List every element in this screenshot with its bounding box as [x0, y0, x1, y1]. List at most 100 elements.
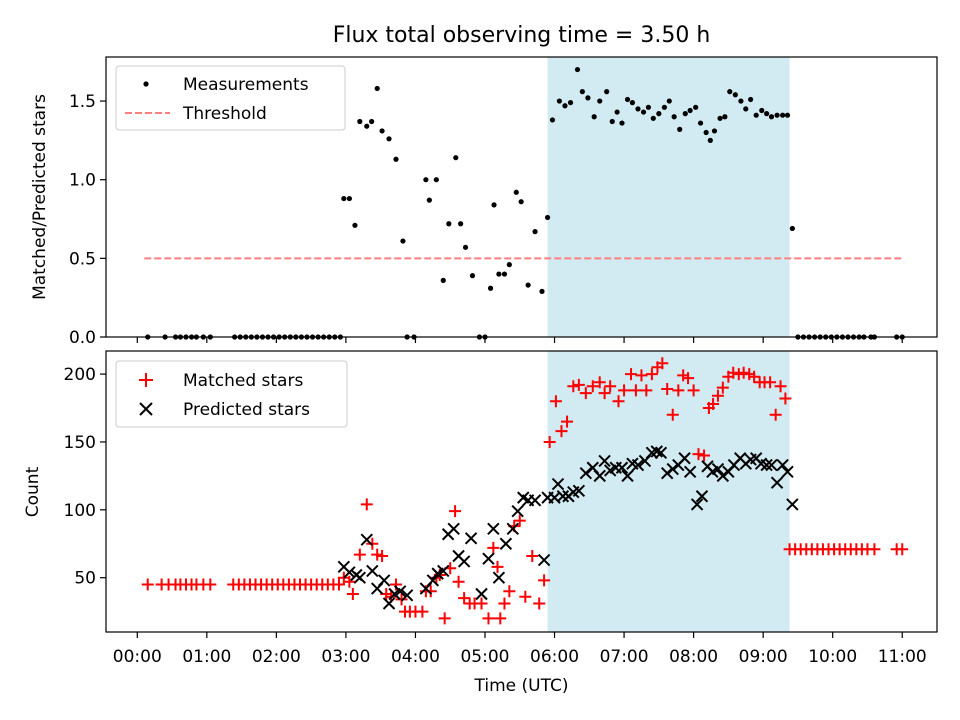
- measurement-point: [357, 118, 363, 125]
- x-tick-label: 04:00: [391, 647, 440, 667]
- matched-stars-point: [629, 384, 642, 397]
- measurement-point: [677, 126, 683, 132]
- predicted-stars-point: [654, 446, 668, 460]
- measurement-point: [697, 120, 704, 126]
- observing-window-span: [547, 351, 790, 632]
- measurement-point: [458, 221, 464, 227]
- matched-stars-point: [779, 392, 792, 405]
- x-tick-label: 07:00: [600, 647, 649, 667]
- matched-stars-point: [376, 549, 389, 562]
- legend-predicted-label: Predicted stars: [183, 400, 310, 420]
- predicted-stars-point: [353, 571, 367, 584]
- measurement-point: [591, 114, 597, 120]
- matched-stars-point: [332, 578, 345, 591]
- measurement-point: [707, 137, 713, 143]
- ratio-axis-ylabel: Matched/Predicted stars: [30, 94, 50, 300]
- predicted-stars-point: [382, 597, 396, 610]
- matched-stars-point: [625, 368, 638, 381]
- predicted-stars-point: [716, 469, 730, 483]
- x-tick-label: 01:00: [182, 647, 231, 667]
- matched-stars-point: [572, 378, 585, 391]
- matched-stars-point: [204, 578, 217, 591]
- y-tick-label: 0.0: [69, 328, 96, 348]
- ratio-legend-box: [115, 65, 346, 131]
- measurement-point: [462, 244, 469, 250]
- matched-stars-point: [727, 366, 740, 379]
- x-tick-label: 03:00: [321, 647, 370, 667]
- measurement-point: [768, 114, 775, 120]
- x-axis-label: Time (UTC): [474, 676, 569, 696]
- y-tick-label: 150: [64, 433, 96, 453]
- measurement-point: [753, 112, 759, 118]
- ratio-axes-frame: [105, 56, 938, 338]
- measurement-point: [386, 136, 392, 142]
- matched-stars-point: [579, 387, 592, 400]
- predicted-stars-point: [343, 566, 356, 579]
- measurement-point: [687, 107, 693, 114]
- predicted-stars-point: [537, 553, 551, 567]
- matched-stars-point: [543, 435, 556, 448]
- predicted-stars-point: [711, 462, 725, 476]
- matched-stars-point: [452, 575, 465, 588]
- matched-stars-point: [769, 408, 782, 421]
- count-axis-ylabel: Count: [23, 466, 43, 517]
- x-tick-label: 08:00: [669, 647, 718, 667]
- matched-stars-point: [711, 389, 724, 402]
- predicted-stars-point: [683, 465, 697, 479]
- count-legend: Matched stars Predicted stars: [115, 360, 348, 428]
- matched-stars-point: [593, 376, 606, 389]
- matched-stars-point: [498, 597, 511, 610]
- matched-stars-point: [716, 381, 729, 394]
- measurement-point: [433, 177, 439, 183]
- predicted-stars-point: [487, 522, 500, 536]
- predicted-stars-point: [598, 454, 611, 468]
- measurement-point: [369, 118, 375, 125]
- x-tick-label: 05:00: [460, 647, 509, 667]
- measurement-point: [759, 107, 765, 114]
- matched-stars-point: [682, 372, 695, 385]
- predicted-stars-point: [770, 476, 784, 489]
- measurement-point: [491, 202, 497, 208]
- predicted-stars-point: [621, 469, 634, 483]
- measurement-point: [440, 277, 446, 283]
- matched-stars-point: [513, 514, 526, 527]
- predicted-stars-point: [786, 498, 799, 511]
- matched-stars-point: [567, 380, 580, 393]
- matched-stars-point: [692, 448, 705, 461]
- matched-stars-point: [343, 575, 356, 588]
- x-tick-label: 11:00: [878, 647, 927, 667]
- matched-stars-point: [533, 597, 546, 610]
- predicted-stars-point: [511, 504, 524, 518]
- predicted-stars-point: [781, 465, 794, 479]
- measurement-point: [609, 118, 615, 125]
- measurement-point: [549, 117, 556, 123]
- measurement-point: [629, 100, 636, 106]
- matched-stars-point: [494, 612, 507, 625]
- measurement-point: [532, 229, 538, 235]
- matched-stars-point: [774, 380, 787, 393]
- measurement-point: [487, 285, 494, 291]
- y-tick-label: 1.5: [69, 92, 96, 112]
- chart-title: Flux total observing time = 3.50 h: [333, 23, 711, 48]
- x-tick-label: 00:00: [113, 647, 162, 667]
- predicted-stars-point: [393, 585, 407, 598]
- y-tick-label: 100: [64, 501, 96, 521]
- y-tick-label: 200: [64, 365, 96, 385]
- legend-threshold-label: Threshold: [182, 104, 267, 124]
- measurement-point: [727, 89, 733, 95]
- measurement-point: [640, 109, 647, 115]
- measurement-point: [501, 271, 508, 277]
- x-tick-label: 09:00: [739, 647, 788, 667]
- matched-stars-point: [449, 505, 462, 518]
- measurement-point: [379, 128, 385, 134]
- matched-stars-point: [598, 387, 611, 400]
- y-tick-label: 1.0: [69, 171, 96, 191]
- matched-stars-point: [666, 408, 679, 421]
- predicted-stars-point: [492, 571, 506, 584]
- measurement-point: [453, 155, 459, 161]
- matched-stars-point: [672, 384, 685, 397]
- predicted-stars-point: [400, 589, 414, 602]
- predicted-stars-point: [579, 466, 593, 480]
- predicted-stars-point: [760, 458, 773, 472]
- matched-stars-point: [538, 574, 551, 587]
